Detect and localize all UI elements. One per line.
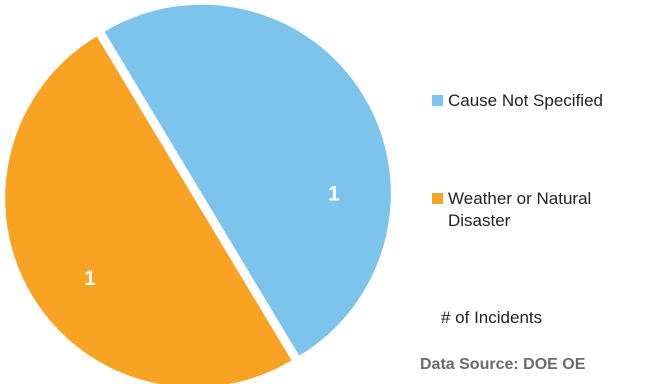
data-label-weather-or-natural-disaster: 1 — [84, 267, 96, 290]
legend-item-weather-or-natural-disaster: Weather or Natural Disaster — [432, 188, 608, 232]
legend-label-weather-or-natural-disaster: Weather or Natural Disaster — [448, 189, 592, 230]
incidents-label: # of Incidents — [441, 308, 543, 327]
pie-slice-weather-or-natural-disaster — [5, 36, 292, 384]
legend-label-cause-not-specified: Cause Not Specified — [448, 91, 603, 110]
data-label-cause-not-specified: 1 — [328, 182, 340, 205]
legend-item-cause-not-specified: Cause Not Specified — [432, 90, 638, 112]
pie-slice-cause-not-specified — [104, 4, 391, 356]
legend: Cause Not Specified Weather or Natural D… — [432, 0, 642, 384]
legend-swatch-weather-or-natural-disaster — [432, 193, 443, 204]
data-source-label: Data Source: DOE OE — [420, 356, 586, 373]
legend-swatch-cause-not-specified — [432, 95, 443, 106]
